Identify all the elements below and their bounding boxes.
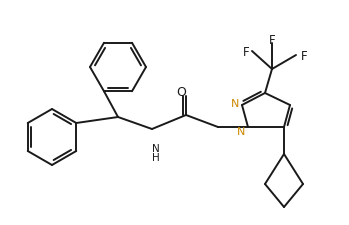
Text: F: F	[301, 49, 307, 62]
Text: N
H: N H	[152, 143, 160, 162]
Text: F: F	[243, 45, 249, 58]
Text: N: N	[231, 99, 239, 108]
Text: N: N	[237, 126, 245, 136]
Text: F: F	[269, 33, 275, 46]
Text: O: O	[176, 86, 186, 99]
